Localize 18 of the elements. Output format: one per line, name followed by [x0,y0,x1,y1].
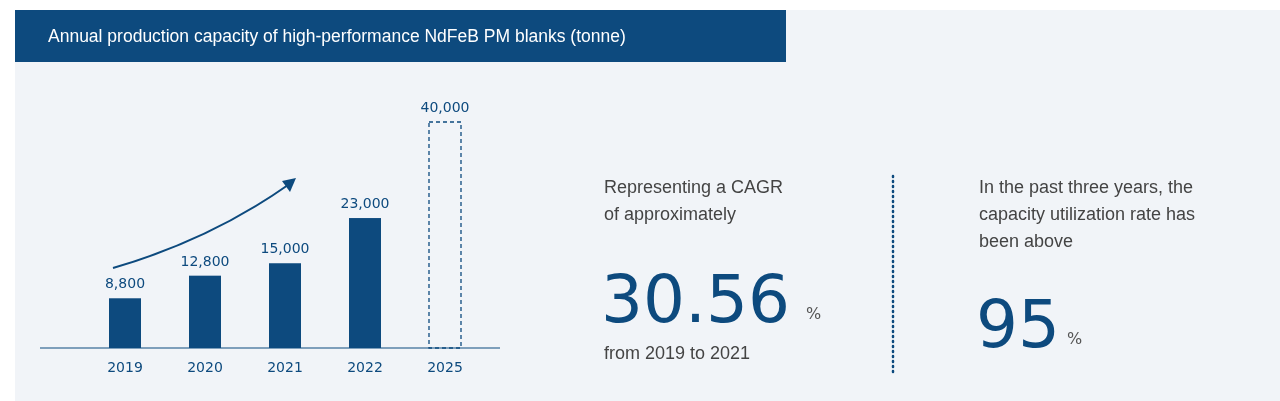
data-label: 40,000 [420,99,470,115]
data-label: 15,000 [260,240,310,257]
text: In the past three years, the capacity utilization rate has been above [979,177,1196,251]
data-label: 23,000 [340,195,390,212]
text: Representing a CAGR of approximately [604,177,784,224]
text: from 2019 to 2021 [604,343,751,363]
x-tick-label: 2021 [267,359,303,375]
text: 95 [976,286,1060,363]
x-tick-label: 2020 [187,359,223,375]
data-label: 8,800 [104,275,146,292]
x-tick-label: 2022 [347,359,383,375]
x-tick-label: 2025 [427,359,463,375]
text: % [1067,329,1083,348]
x-tick-label: 2019 [107,359,143,375]
text: % [806,304,822,323]
data-label: 12,800 [180,252,230,269]
chart-title: Annual production capacity of high-performance NdFeB PM blanks (tonne) [48,26,626,46]
text: 30.56 [601,261,790,338]
